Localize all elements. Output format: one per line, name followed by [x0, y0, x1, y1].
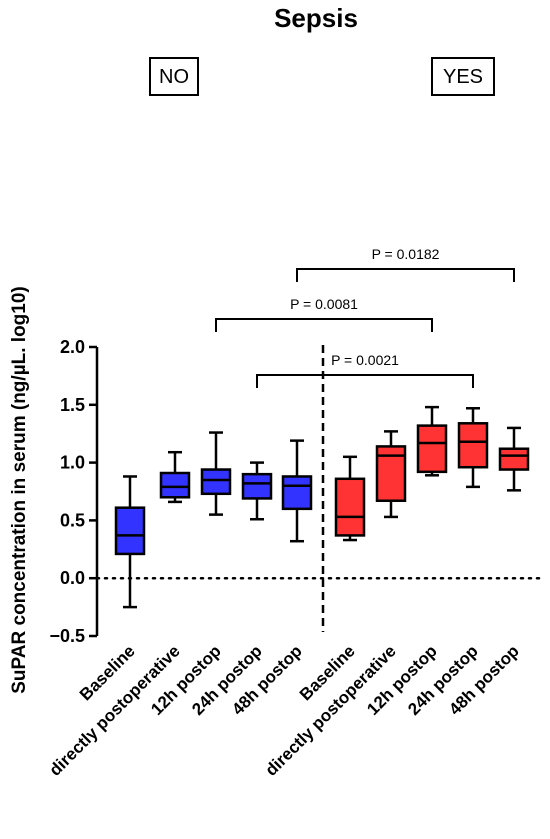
box-iqr — [241, 472, 273, 500]
y-tick-label: 2.0 — [60, 337, 85, 357]
y-tick-label: 0.5 — [60, 510, 85, 530]
significance-bracket — [215, 318, 433, 332]
box-iqr — [334, 477, 366, 537]
group-text-no: NO — [159, 66, 189, 88]
significance-bracket — [296, 268, 515, 282]
y-axis-label: SuPAR concentration in serum (ng/µL. log… — [9, 286, 30, 694]
y-tick-label: 0.0 — [60, 568, 85, 588]
box-iqr — [416, 424, 448, 474]
box-iqr — [114, 506, 146, 556]
box-iqr — [200, 468, 232, 496]
box-iqr — [281, 475, 313, 511]
box-iqr — [457, 422, 489, 469]
significance-bracket — [256, 374, 474, 388]
group-box-yes — [431, 57, 495, 96]
y-tick-label: 1.0 — [60, 453, 85, 473]
p-value-label: P = 0.0021 — [331, 352, 399, 368]
group-label-yes: YES — [431, 57, 495, 96]
y-tick-label: −0.5 — [49, 626, 85, 646]
p-value-label: P = 0.0182 — [372, 246, 440, 262]
y-tick-label: 1.5 — [60, 395, 85, 415]
box-iqr — [498, 447, 530, 471]
group-text-yes: YES — [443, 66, 483, 88]
chart-title: Sepsis — [274, 3, 358, 33]
group-box-no — [149, 57, 199, 96]
box-iqr — [159, 471, 191, 499]
group-label-no: NO — [149, 57, 199, 96]
p-value-label: P = 0.0081 — [290, 296, 358, 312]
